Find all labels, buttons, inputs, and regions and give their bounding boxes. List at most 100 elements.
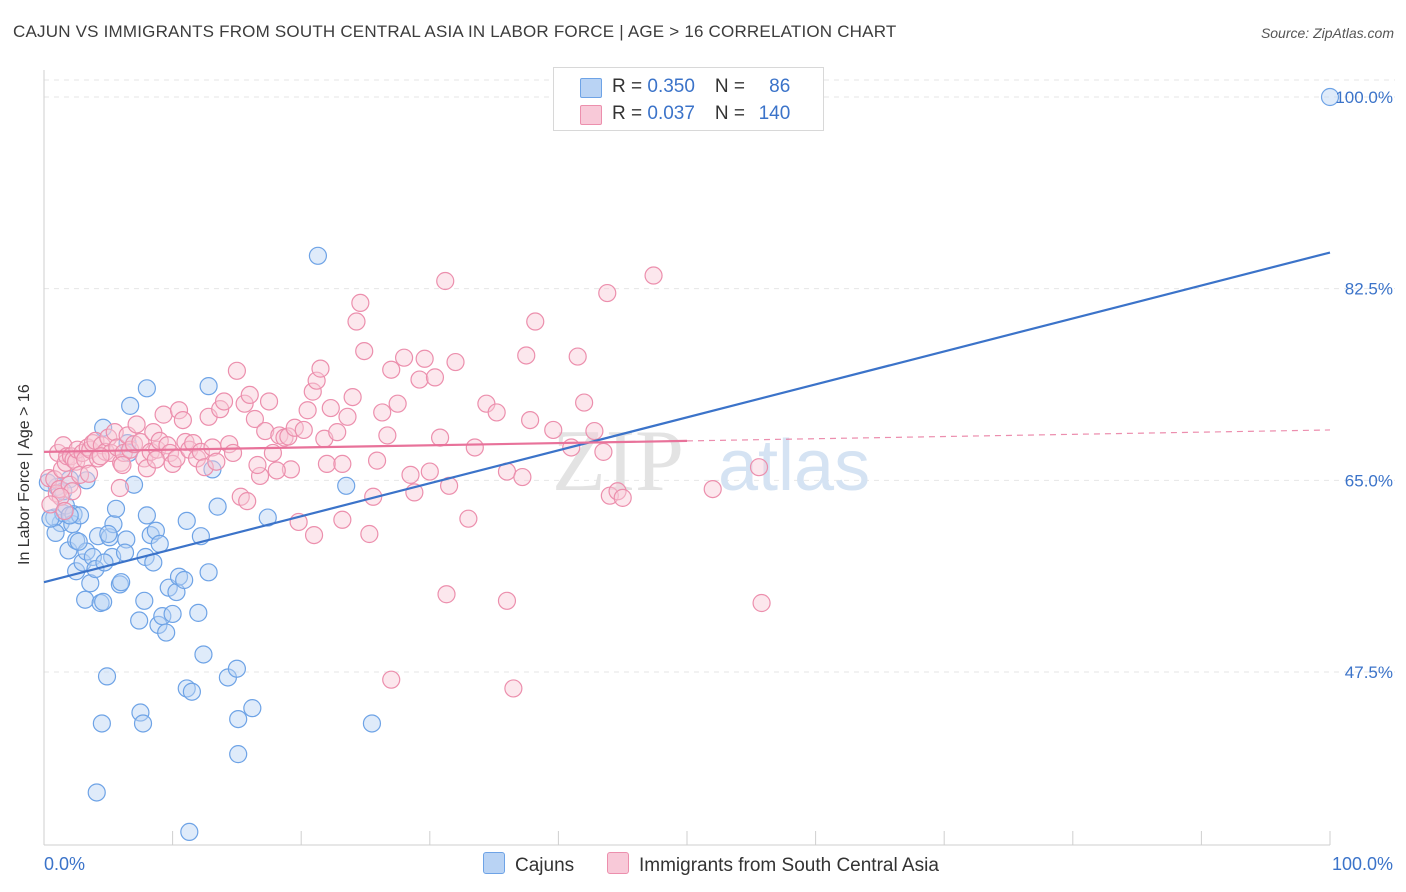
y-tick-label: 82.5% bbox=[1345, 280, 1393, 299]
point-immigrants bbox=[415, 349, 434, 368]
point-immigrants bbox=[437, 585, 456, 604]
point-cajuns bbox=[46, 523, 65, 543]
point-immigrants bbox=[644, 266, 663, 285]
point-cajuns bbox=[175, 570, 194, 590]
point-immigrants bbox=[238, 492, 257, 511]
point-immigrants bbox=[420, 462, 439, 481]
point-immigrants bbox=[465, 438, 484, 457]
y-axis-label: In Labor Force | Age > 16 bbox=[16, 384, 33, 565]
point-cajuns bbox=[121, 396, 140, 415]
point-immigrants bbox=[394, 348, 414, 367]
point-immigrants bbox=[487, 403, 506, 422]
point-immigrants bbox=[585, 421, 604, 441]
legend-text-cajuns: R = 0.350 N = 86 bbox=[612, 76, 791, 97]
point-immigrants bbox=[425, 368, 445, 387]
point-immigrants bbox=[195, 458, 214, 477]
point-immigrants bbox=[154, 405, 173, 424]
point-immigrants bbox=[347, 312, 366, 331]
trend-line-cajuns bbox=[43, 251, 1331, 584]
point-immigrants bbox=[317, 454, 337, 474]
point-cajuns bbox=[97, 667, 117, 686]
point-immigrants bbox=[191, 442, 210, 461]
point-immigrants bbox=[146, 450, 165, 469]
point-immigrants bbox=[281, 460, 301, 479]
point-cajuns bbox=[177, 679, 196, 698]
point-immigrants bbox=[294, 420, 313, 440]
point-cajuns bbox=[308, 246, 328, 265]
point-immigrants bbox=[248, 455, 267, 475]
point-immigrants bbox=[333, 510, 352, 529]
point-immigrants bbox=[367, 451, 387, 470]
point-cajuns bbox=[99, 524, 118, 544]
watermark-atlas: atlas bbox=[718, 426, 870, 506]
axes bbox=[43, 70, 1331, 846]
point-immigrants bbox=[378, 426, 397, 445]
point-immigrants bbox=[459, 509, 478, 528]
source-label: Source: ZipAtlas.com bbox=[1260, 25, 1394, 41]
point-immigrants bbox=[227, 361, 246, 380]
tick-labels: 47.5% 65.0% 82.5% 100.0% 0.0% 100.0% bbox=[44, 88, 1393, 874]
point-immigrants bbox=[410, 370, 429, 389]
point-immigrants bbox=[245, 409, 265, 429]
point-immigrants bbox=[311, 359, 330, 378]
point-immigrants bbox=[169, 401, 189, 420]
legend-swatch-cajuns bbox=[580, 78, 602, 98]
bottom-legend-label-immigrants: Immigrants from South Central Asia bbox=[639, 855, 939, 876]
legend-swatch-immigrants bbox=[580, 105, 602, 125]
point-cajuns bbox=[169, 567, 189, 586]
point-immigrants bbox=[382, 360, 401, 379]
point-immigrants bbox=[256, 421, 275, 441]
trend-line-immigrants bbox=[43, 439, 688, 453]
point-cajuns bbox=[130, 611, 149, 630]
point-cajuns bbox=[69, 532, 88, 551]
point-immigrants bbox=[214, 392, 234, 411]
point-cajuns bbox=[199, 563, 218, 582]
point-immigrants bbox=[613, 488, 632, 507]
point-immigrants bbox=[223, 443, 243, 463]
point-immigrants bbox=[113, 455, 132, 475]
point-cajuns bbox=[131, 703, 150, 722]
y-tick-label: 47.5% bbox=[1345, 663, 1393, 682]
point-cajuns bbox=[177, 511, 196, 530]
point-immigrants bbox=[436, 271, 455, 291]
point-immigrants bbox=[51, 487, 70, 506]
point-immigrants bbox=[79, 464, 99, 483]
y-tick-label: 65.0% bbox=[1345, 471, 1393, 490]
point-immigrants bbox=[303, 382, 322, 401]
point-cajuns bbox=[124, 475, 144, 494]
point-cajuns bbox=[133, 714, 153, 733]
point-immigrants bbox=[526, 312, 545, 331]
point-immigrants bbox=[55, 501, 74, 521]
point-immigrants bbox=[575, 393, 594, 412]
x-tick-label: 0.0% bbox=[44, 854, 85, 874]
point-cajuns bbox=[106, 499, 126, 518]
point-immigrants bbox=[598, 283, 617, 303]
point-immigrants bbox=[110, 478, 129, 498]
point-immigrants bbox=[749, 458, 769, 477]
point-immigrants bbox=[343, 387, 362, 407]
point-immigrants bbox=[173, 410, 192, 430]
point-immigrants bbox=[568, 347, 587, 366]
data-points bbox=[38, 87, 1340, 842]
point-immigrants bbox=[430, 428, 450, 447]
point-immigrants bbox=[446, 352, 465, 372]
point-immigrants bbox=[338, 407, 357, 426]
point-cajuns bbox=[362, 714, 382, 733]
point-cajuns bbox=[229, 709, 248, 729]
point-cajuns bbox=[81, 574, 100, 593]
point-cajuns bbox=[115, 543, 135, 562]
point-immigrants bbox=[235, 394, 254, 413]
point-immigrants bbox=[513, 467, 532, 487]
legend-box: R = 0.350 N = 86 R = 0.037 N = 140 bbox=[553, 67, 824, 131]
point-immigrants bbox=[267, 461, 286, 480]
point-immigrants bbox=[304, 525, 324, 545]
point-immigrants bbox=[752, 593, 771, 613]
point-immigrants bbox=[328, 423, 347, 442]
point-immigrants bbox=[521, 410, 540, 430]
point-cajuns bbox=[189, 603, 208, 622]
point-cajuns bbox=[149, 615, 168, 635]
point-immigrants bbox=[544, 420, 563, 440]
point-cajuns bbox=[258, 508, 277, 527]
point-cajuns bbox=[227, 659, 246, 678]
